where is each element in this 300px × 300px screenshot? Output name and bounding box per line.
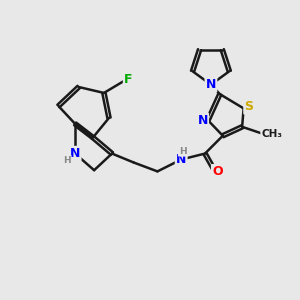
Text: N: N [70, 147, 80, 160]
Text: H: H [63, 156, 70, 165]
Text: CH₃: CH₃ [261, 129, 282, 139]
Text: N: N [176, 153, 186, 166]
Text: S: S [244, 100, 253, 113]
Text: F: F [124, 73, 133, 86]
Text: O: O [212, 165, 223, 178]
Text: N: N [206, 78, 216, 91]
Text: N: N [197, 114, 208, 127]
Text: H: H [179, 147, 187, 156]
